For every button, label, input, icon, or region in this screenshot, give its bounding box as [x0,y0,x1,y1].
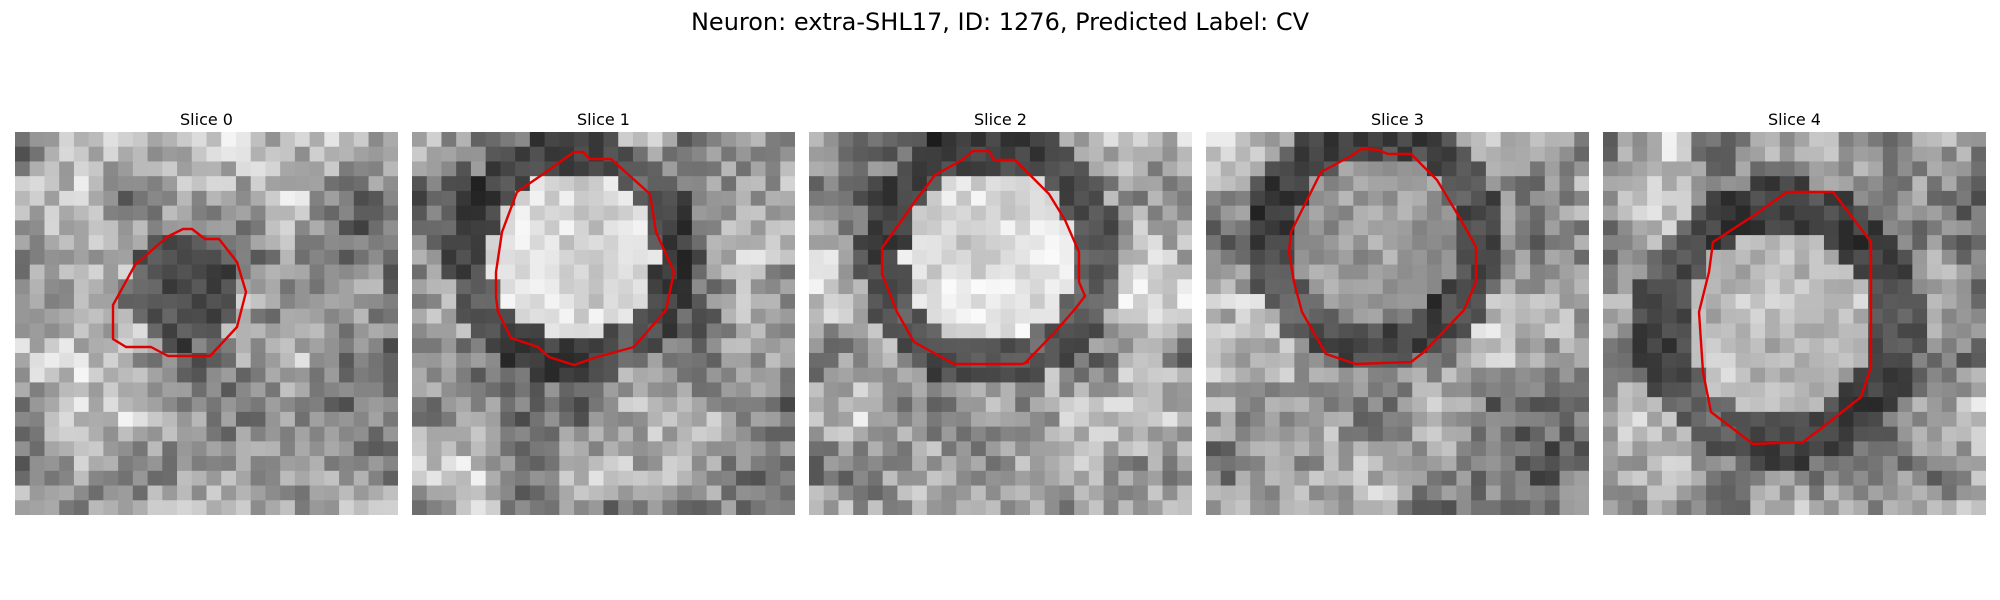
segmentation-contour [880,149,1087,366]
slice-title: Slice 1 [577,110,630,129]
segmentation-contour [1287,147,1478,366]
slice-panel-3: Slice 3 [1206,108,1589,515]
slice-panel-1: Slice 1 [412,108,795,515]
slice-title: Slice 3 [1371,110,1424,129]
segmentation-contour [494,150,676,367]
slice-panel-2: Slice 2 [809,108,1192,515]
slice-image [412,132,795,515]
segmentation-contour [1697,190,1873,446]
slice-image [809,132,1192,515]
slice-title: Slice 0 [180,110,233,129]
figure-title: Neuron: extra-SHL17, ID: 1276, Predicted… [690,8,1310,36]
slice-image [1603,132,1986,515]
slice-image [15,132,398,515]
segmentation-contour [111,227,248,358]
slice-panel-0: Slice 0 [15,108,398,515]
slice-image [1206,132,1589,515]
slice-panel-4: Slice 4 [1603,108,1986,515]
slice-title: Slice 2 [974,110,1027,129]
slice-title: Slice 4 [1768,110,1821,129]
